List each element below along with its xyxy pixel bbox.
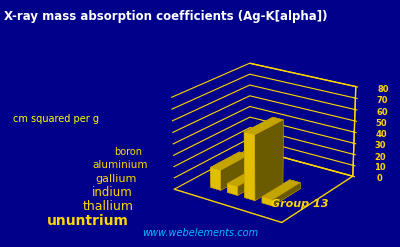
Text: www.webelements.com: www.webelements.com [142,228,258,238]
Text: ununtrium: ununtrium [47,214,129,228]
Text: thallium: thallium [82,200,134,213]
Text: indium: indium [92,186,132,199]
Text: X-ray mass absorption coefficients (Ag-K[alpha]): X-ray mass absorption coefficients (Ag-K… [4,10,328,23]
Text: cm squared per g: cm squared per g [13,114,99,124]
Text: aluminium: aluminium [92,161,148,170]
Text: Group 13: Group 13 [271,199,329,209]
Text: boron: boron [114,147,142,157]
Text: gallium: gallium [95,174,137,184]
